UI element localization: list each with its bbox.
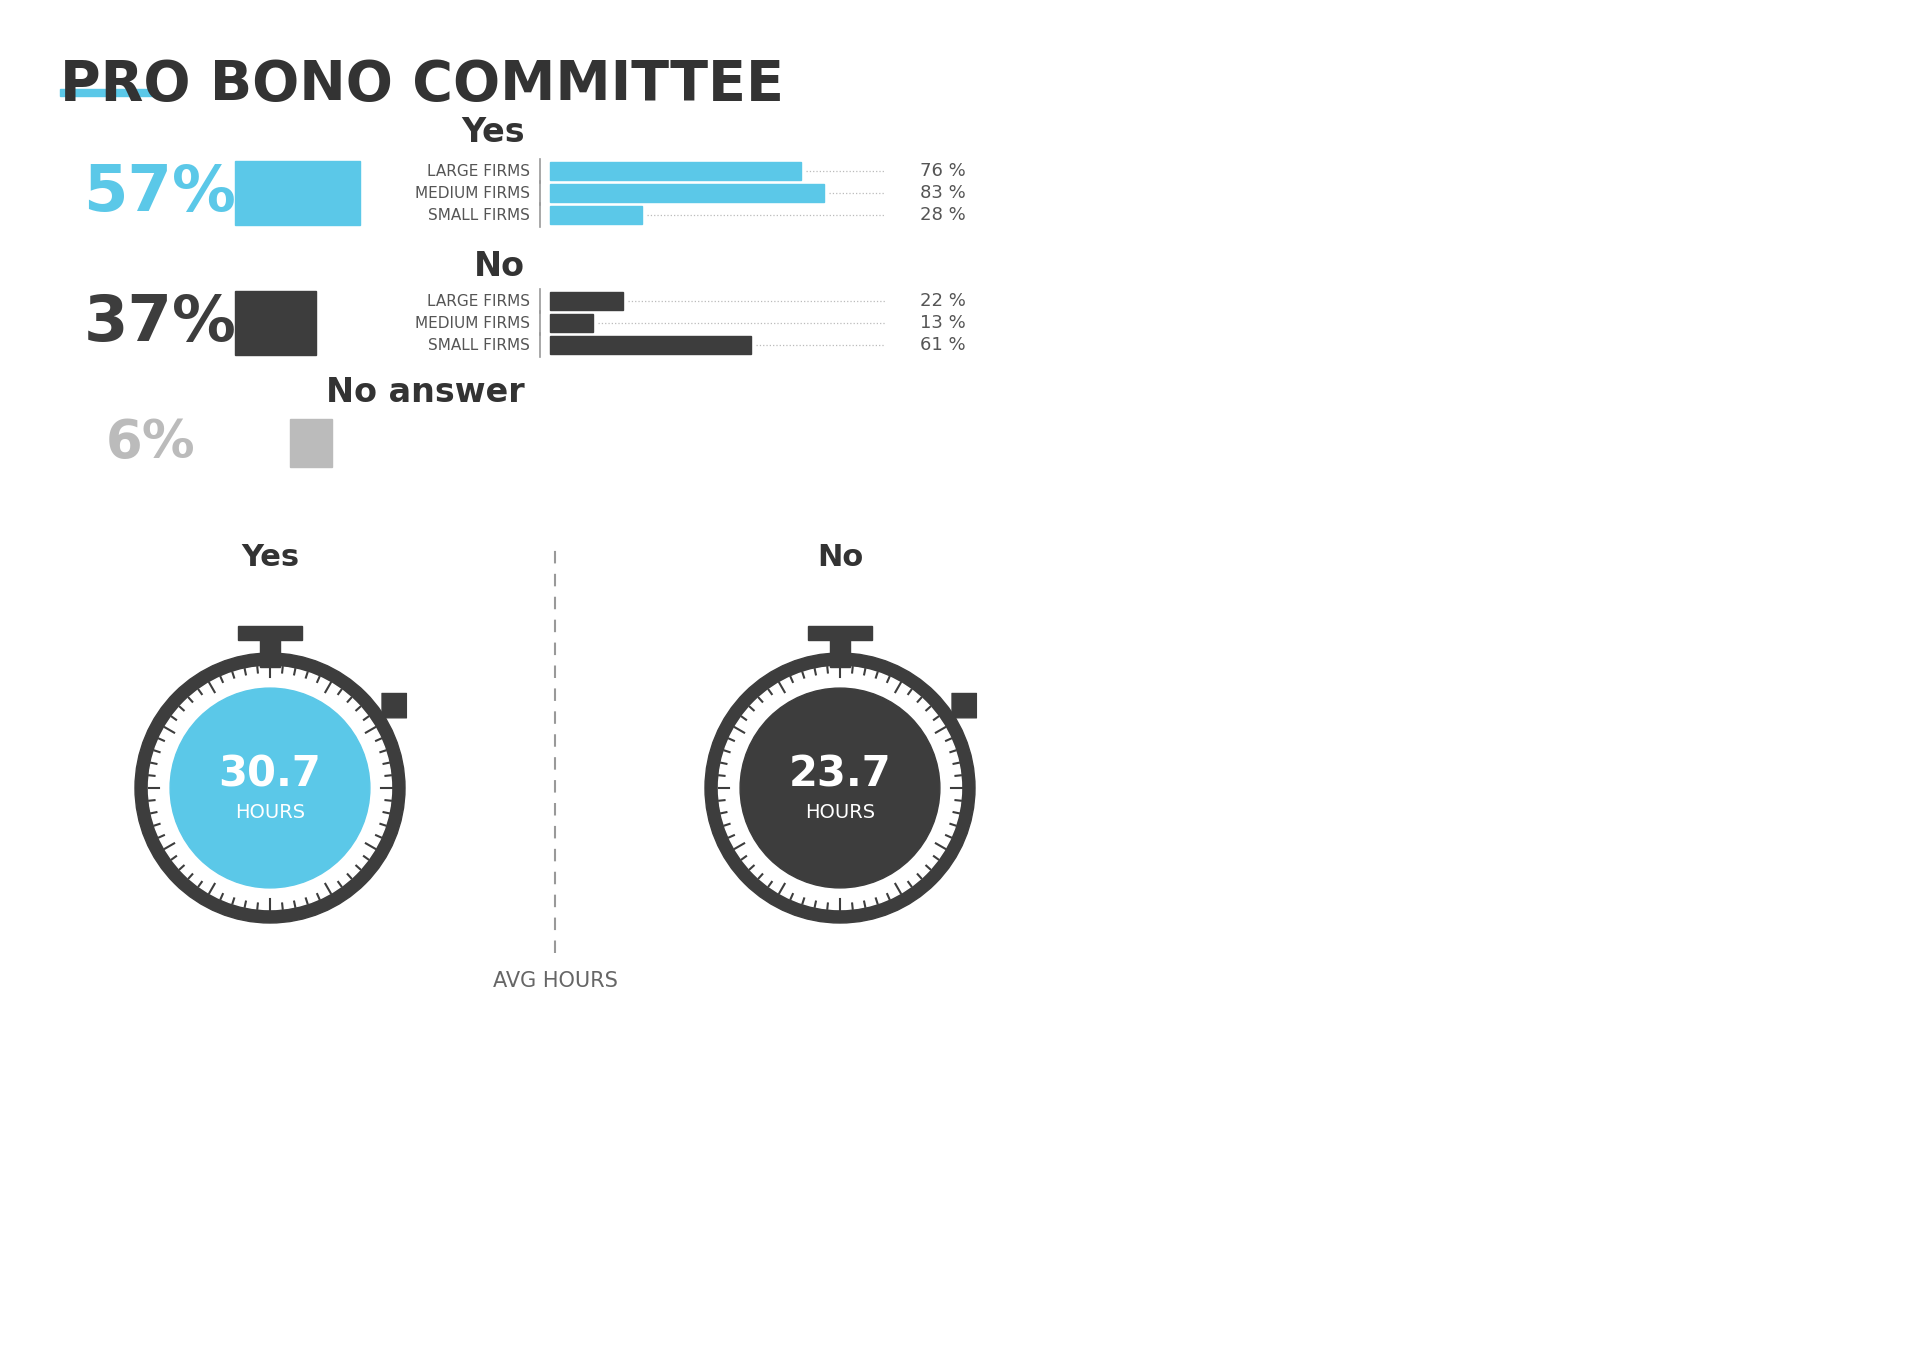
Text: SMALL FIRMS: SMALL FIRMS — [428, 338, 530, 353]
Circle shape — [718, 667, 962, 910]
Bar — [238, 626, 301, 640]
Text: No: No — [816, 543, 864, 573]
FancyBboxPatch shape — [382, 694, 407, 718]
Text: PRO BONO COMMITTEE: PRO BONO COMMITTEE — [60, 58, 783, 111]
Bar — [549, 335, 751, 354]
Text: 6%: 6% — [106, 417, 196, 469]
Circle shape — [705, 653, 975, 923]
Text: No answer: No answer — [326, 376, 524, 410]
Text: 28 %: 28 % — [920, 206, 966, 224]
Text: LARGE FIRMS: LARGE FIRMS — [426, 293, 530, 308]
Bar — [234, 162, 361, 225]
Bar — [60, 90, 156, 96]
Text: 30.7: 30.7 — [219, 754, 321, 796]
Text: Yes: Yes — [240, 543, 300, 573]
Bar — [259, 640, 280, 667]
Text: MEDIUM FIRMS: MEDIUM FIRMS — [415, 186, 530, 201]
Text: 76 %: 76 % — [920, 162, 966, 181]
Bar — [808, 626, 872, 640]
Bar — [829, 640, 851, 667]
Text: AVG HOURS: AVG HOURS — [493, 971, 618, 991]
Text: 37%: 37% — [84, 292, 236, 354]
Bar — [549, 206, 643, 224]
Circle shape — [134, 653, 405, 923]
Text: SMALL FIRMS: SMALL FIRMS — [428, 208, 530, 223]
Bar — [549, 292, 622, 310]
Text: 22 %: 22 % — [920, 292, 966, 310]
Text: 13 %: 13 % — [920, 314, 966, 331]
FancyBboxPatch shape — [952, 694, 977, 718]
Circle shape — [171, 689, 371, 888]
Text: 61 %: 61 % — [920, 335, 966, 354]
Text: 23.7: 23.7 — [789, 754, 891, 796]
Text: LARGE FIRMS: LARGE FIRMS — [426, 163, 530, 178]
Bar — [234, 291, 317, 354]
Bar — [549, 162, 801, 181]
Bar — [549, 183, 824, 202]
Circle shape — [739, 689, 941, 888]
Text: 57%: 57% — [84, 162, 236, 224]
Text: 83 %: 83 % — [920, 183, 966, 202]
Text: MEDIUM FIRMS: MEDIUM FIRMS — [415, 315, 530, 330]
Text: HOURS: HOURS — [804, 803, 876, 822]
Text: No: No — [474, 250, 524, 282]
Text: HOURS: HOURS — [234, 803, 305, 822]
Circle shape — [148, 667, 392, 910]
Bar — [549, 314, 593, 331]
Text: Yes: Yes — [461, 117, 524, 149]
Bar — [290, 420, 332, 467]
